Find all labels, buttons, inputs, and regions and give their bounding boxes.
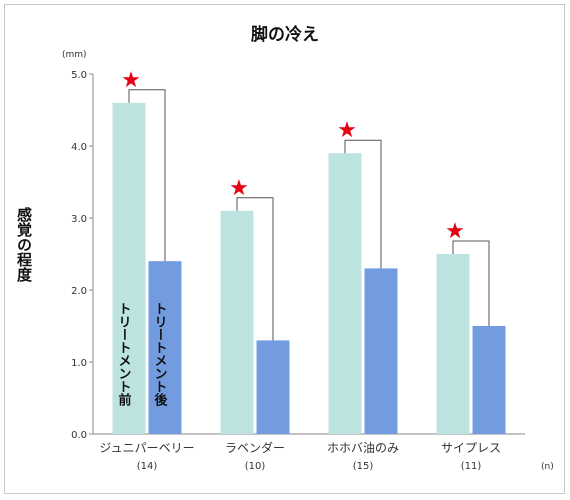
count-label: (14) (137, 461, 158, 472)
bar-before (220, 210, 254, 434)
bar-after (256, 340, 290, 434)
chart-frame (4, 4, 565, 494)
y-axis-label: 感覚の程度 (15, 206, 33, 283)
bar-before (328, 153, 362, 434)
bar-after (472, 326, 506, 434)
category-label: ジュニパーベリー (99, 441, 194, 455)
legend-label-before: トリートメント前 (116, 302, 132, 407)
significance-bracket (344, 139, 382, 269)
significance-bracket (452, 240, 490, 326)
bar-before (436, 254, 470, 434)
bar-after (364, 268, 398, 434)
chart-marks: 0.0 1.0 2.0 3.0 4.0 5.0 ★ ジュニパーベリー (14) トリートメント前 ト… (71, 68, 525, 472)
category-label: ホホバ油のみ (327, 441, 399, 455)
legend-label-after: トリートメント後 (152, 302, 168, 407)
significance-bracket (236, 197, 274, 341)
y-tick-label: 4.0 (71, 142, 87, 153)
count-label: (11) (461, 461, 482, 472)
y-tick-label: 0.0 (71, 430, 87, 441)
y-tick-label: 3.0 (71, 214, 87, 225)
significance-star: ★ (337, 118, 357, 143)
significance-star: ★ (229, 176, 249, 201)
y-tick-label: 1.0 (71, 358, 87, 369)
y-unit: (mm) (62, 50, 87, 60)
bar-before (112, 102, 146, 435)
y-tick-label: 5.0 (71, 70, 87, 81)
significance-star: ★ (445, 219, 465, 244)
significance-star: ★ (121, 68, 141, 93)
category-label: ラベンダー (225, 440, 285, 455)
count-label: (15) (353, 461, 374, 472)
significance-bracket (128, 89, 166, 262)
category-label: サイプレス (441, 441, 501, 455)
n-unit: (n) (541, 462, 554, 472)
count-label: (10) (245, 461, 266, 472)
chart-title: 脚の冷え (251, 24, 319, 45)
bar-after (148, 261, 182, 434)
y-tick-label: 2.0 (71, 286, 87, 297)
